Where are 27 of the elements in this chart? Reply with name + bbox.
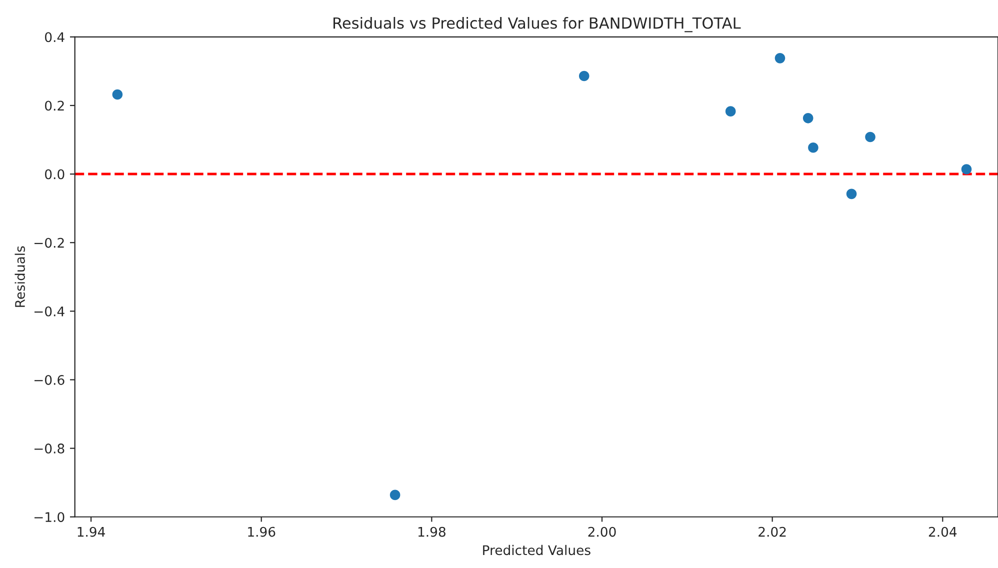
x-tick-label: 2.04: [928, 526, 957, 537]
point: [112, 89, 123, 100]
point: [774, 53, 786, 64]
x-tick-label: 1.94: [78, 526, 105, 537]
point: [390, 490, 400, 500]
y-tick-label: 0.4: [45, 32, 64, 42]
point: [961, 164, 972, 174]
x-tick-label: 2.02: [758, 526, 786, 537]
y-tick-label: −0.2: [34, 238, 64, 248]
x-tick-label: 1.96: [248, 526, 276, 537]
y-tick-label: −0.4: [34, 306, 64, 316]
point: [808, 142, 818, 153]
point: [846, 188, 857, 200]
y-tick-label: 0.2: [45, 100, 64, 111]
x-tick-label: 2.00: [588, 526, 616, 537]
point: [725, 106, 736, 116]
point: [865, 132, 876, 142]
y-axis-title: Residuals: [14, 246, 25, 307]
point: [802, 113, 814, 124]
point: [578, 70, 590, 82]
y-tick-label: −0.6: [34, 374, 64, 385]
y-tick-label: −0.8: [34, 444, 64, 454]
x-tick-label: 1.98: [418, 526, 446, 537]
y-tick-label: 0.0: [45, 169, 64, 180]
x-axis-title: Predicted Values: [483, 544, 590, 556]
chart-title: Residuals vs Predicted Values for BANDWIDTH_TOTAL: [334, 16, 741, 32]
y-tick-label: −1.0: [34, 512, 64, 522]
